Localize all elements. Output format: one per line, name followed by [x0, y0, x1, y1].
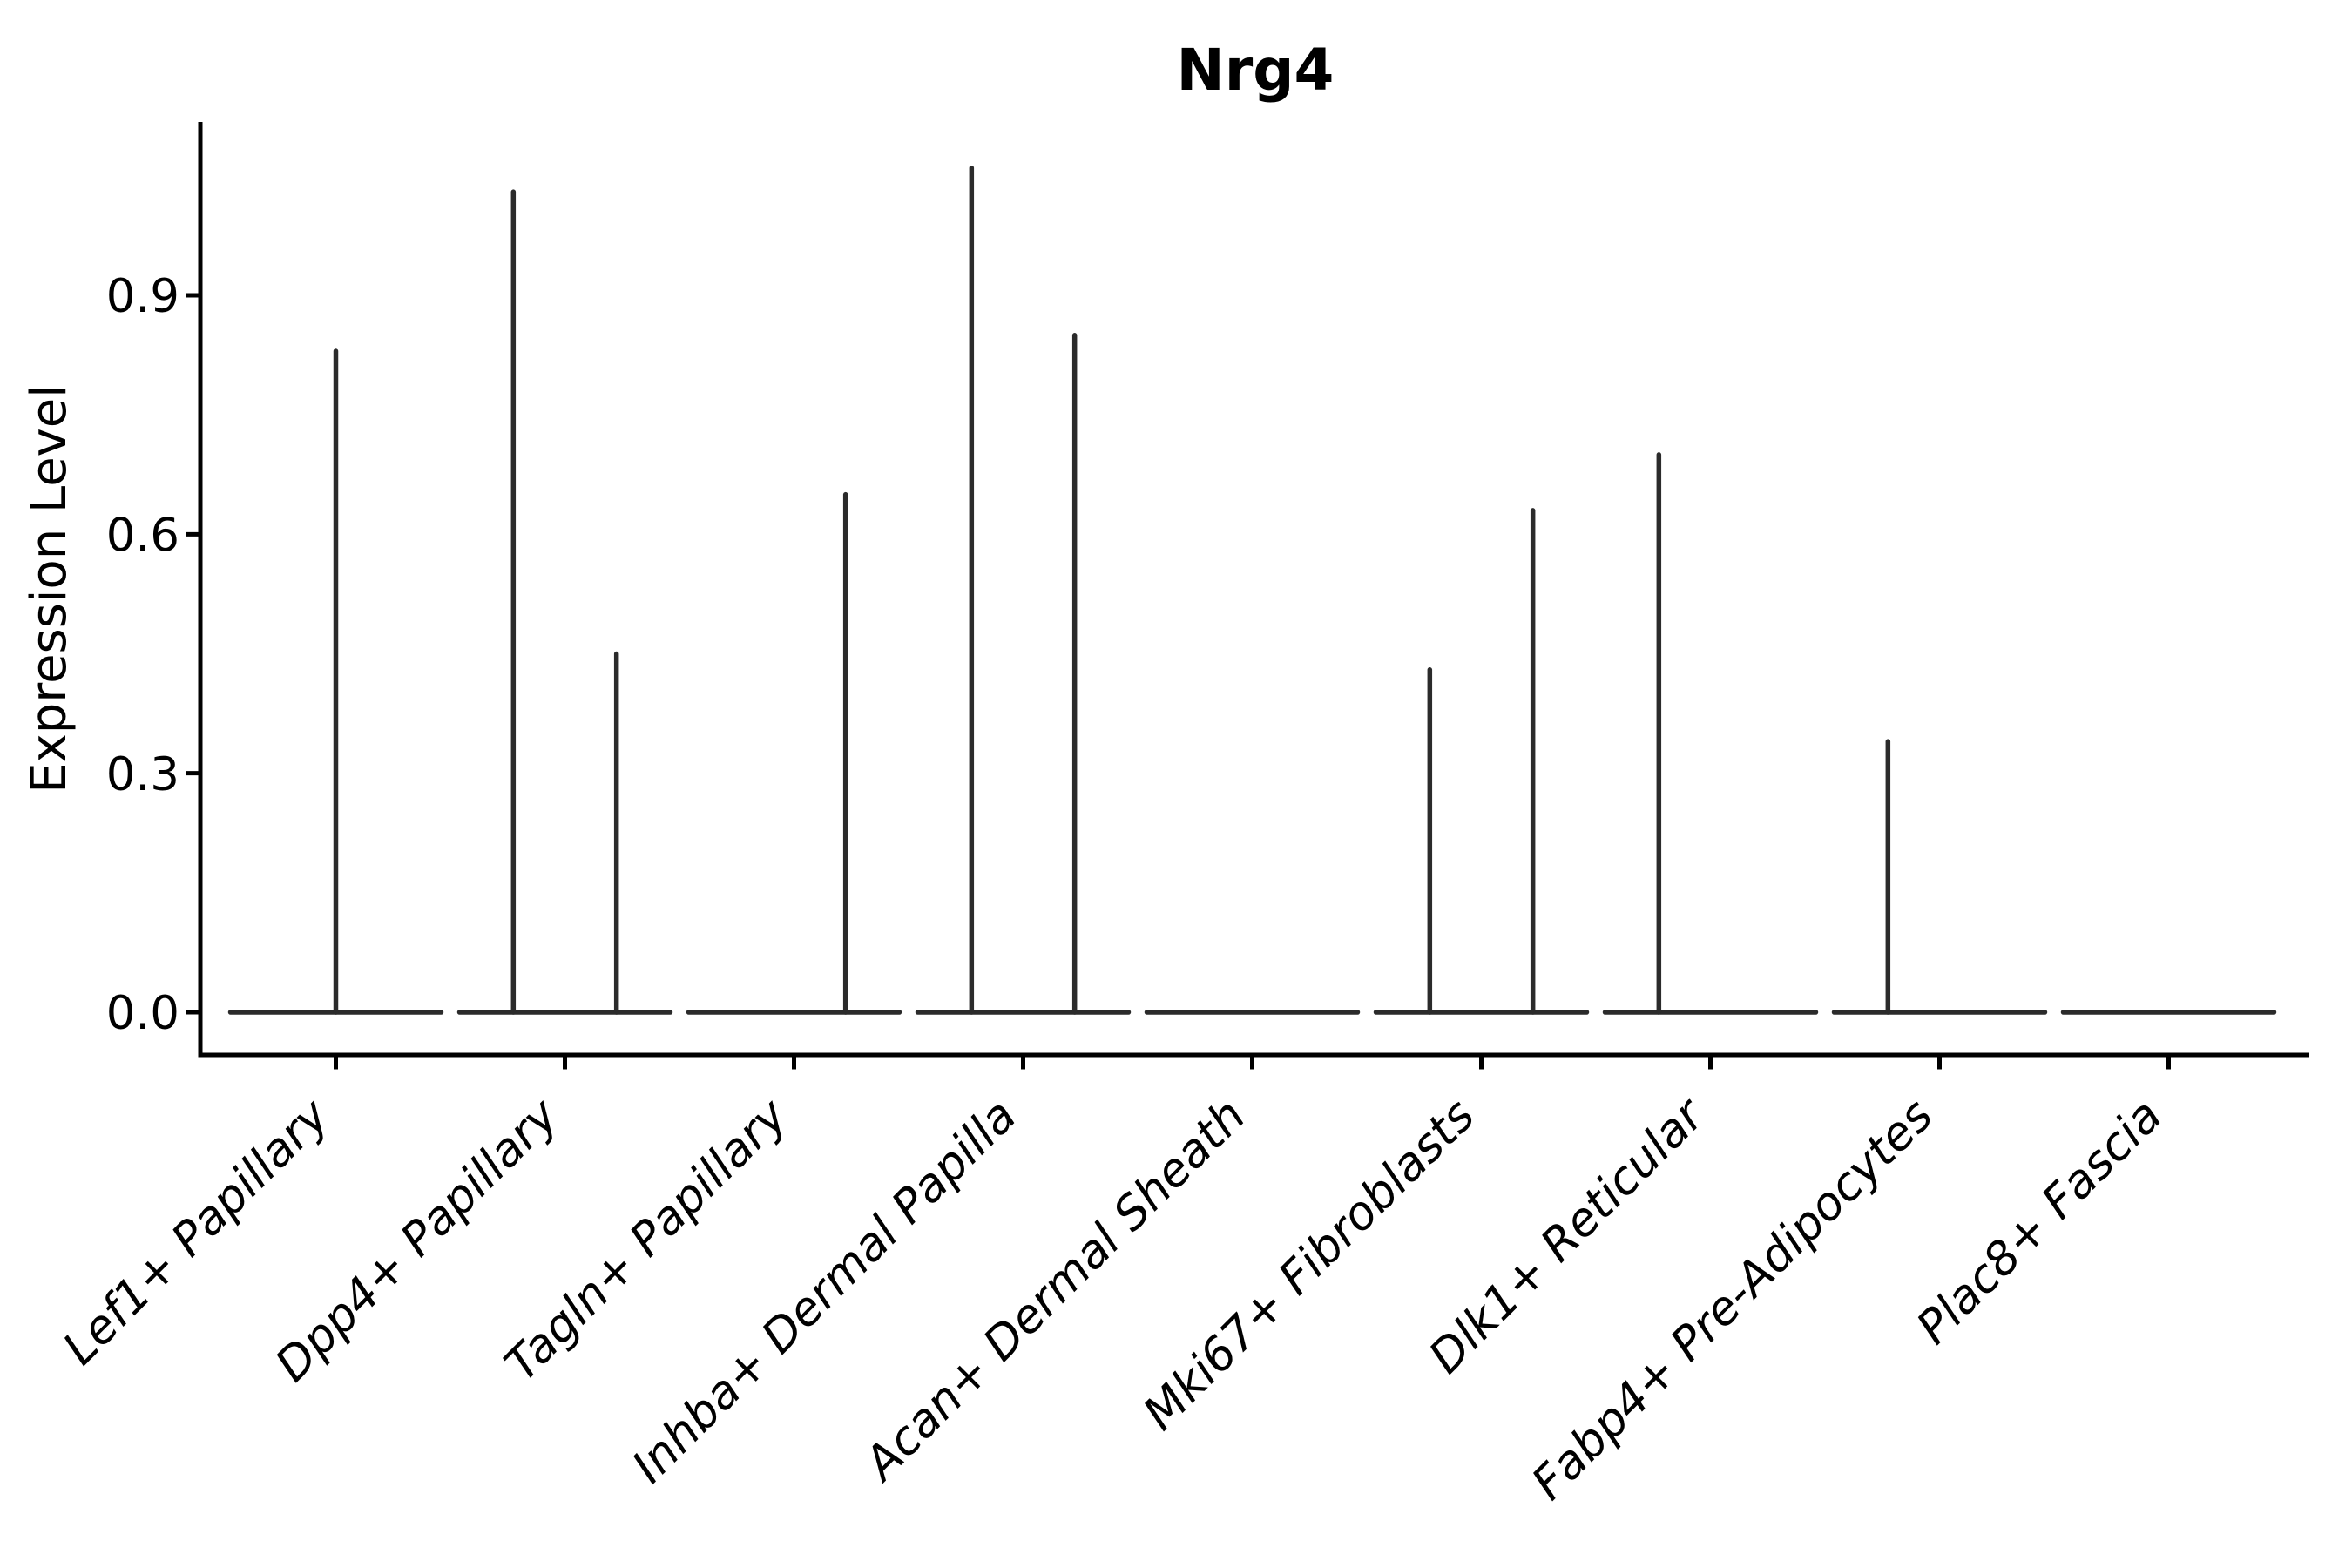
y-tick-label: 0.3	[106, 748, 179, 801]
violin	[1373, 508, 1590, 1015]
x-tick-label: Inhba+ Dermal Papilla	[622, 1089, 1026, 1493]
y-tick-label: 0.9	[106, 270, 179, 323]
x-tick-label: Acan+ Dermal Sheath	[853, 1089, 1256, 1492]
y-tick-label: 0.0	[106, 987, 179, 1040]
violin	[1602, 452, 1819, 1015]
chart-title: Nrg4	[1177, 37, 1335, 104]
x-tick-label: Fabp4+ Pre-Adipocytes	[1522, 1089, 1943, 1511]
x-tick-label: Plac8+ Fascia	[1907, 1089, 2173, 1355]
violin-series	[227, 165, 2277, 1015]
violin	[227, 348, 444, 1015]
violin	[915, 165, 1132, 1015]
violin	[1831, 739, 2048, 1015]
y-tick-label: 0.6	[106, 509, 179, 562]
y-axis-label: Expression Level	[21, 384, 78, 794]
violin	[686, 491, 902, 1015]
violin	[456, 189, 673, 1015]
